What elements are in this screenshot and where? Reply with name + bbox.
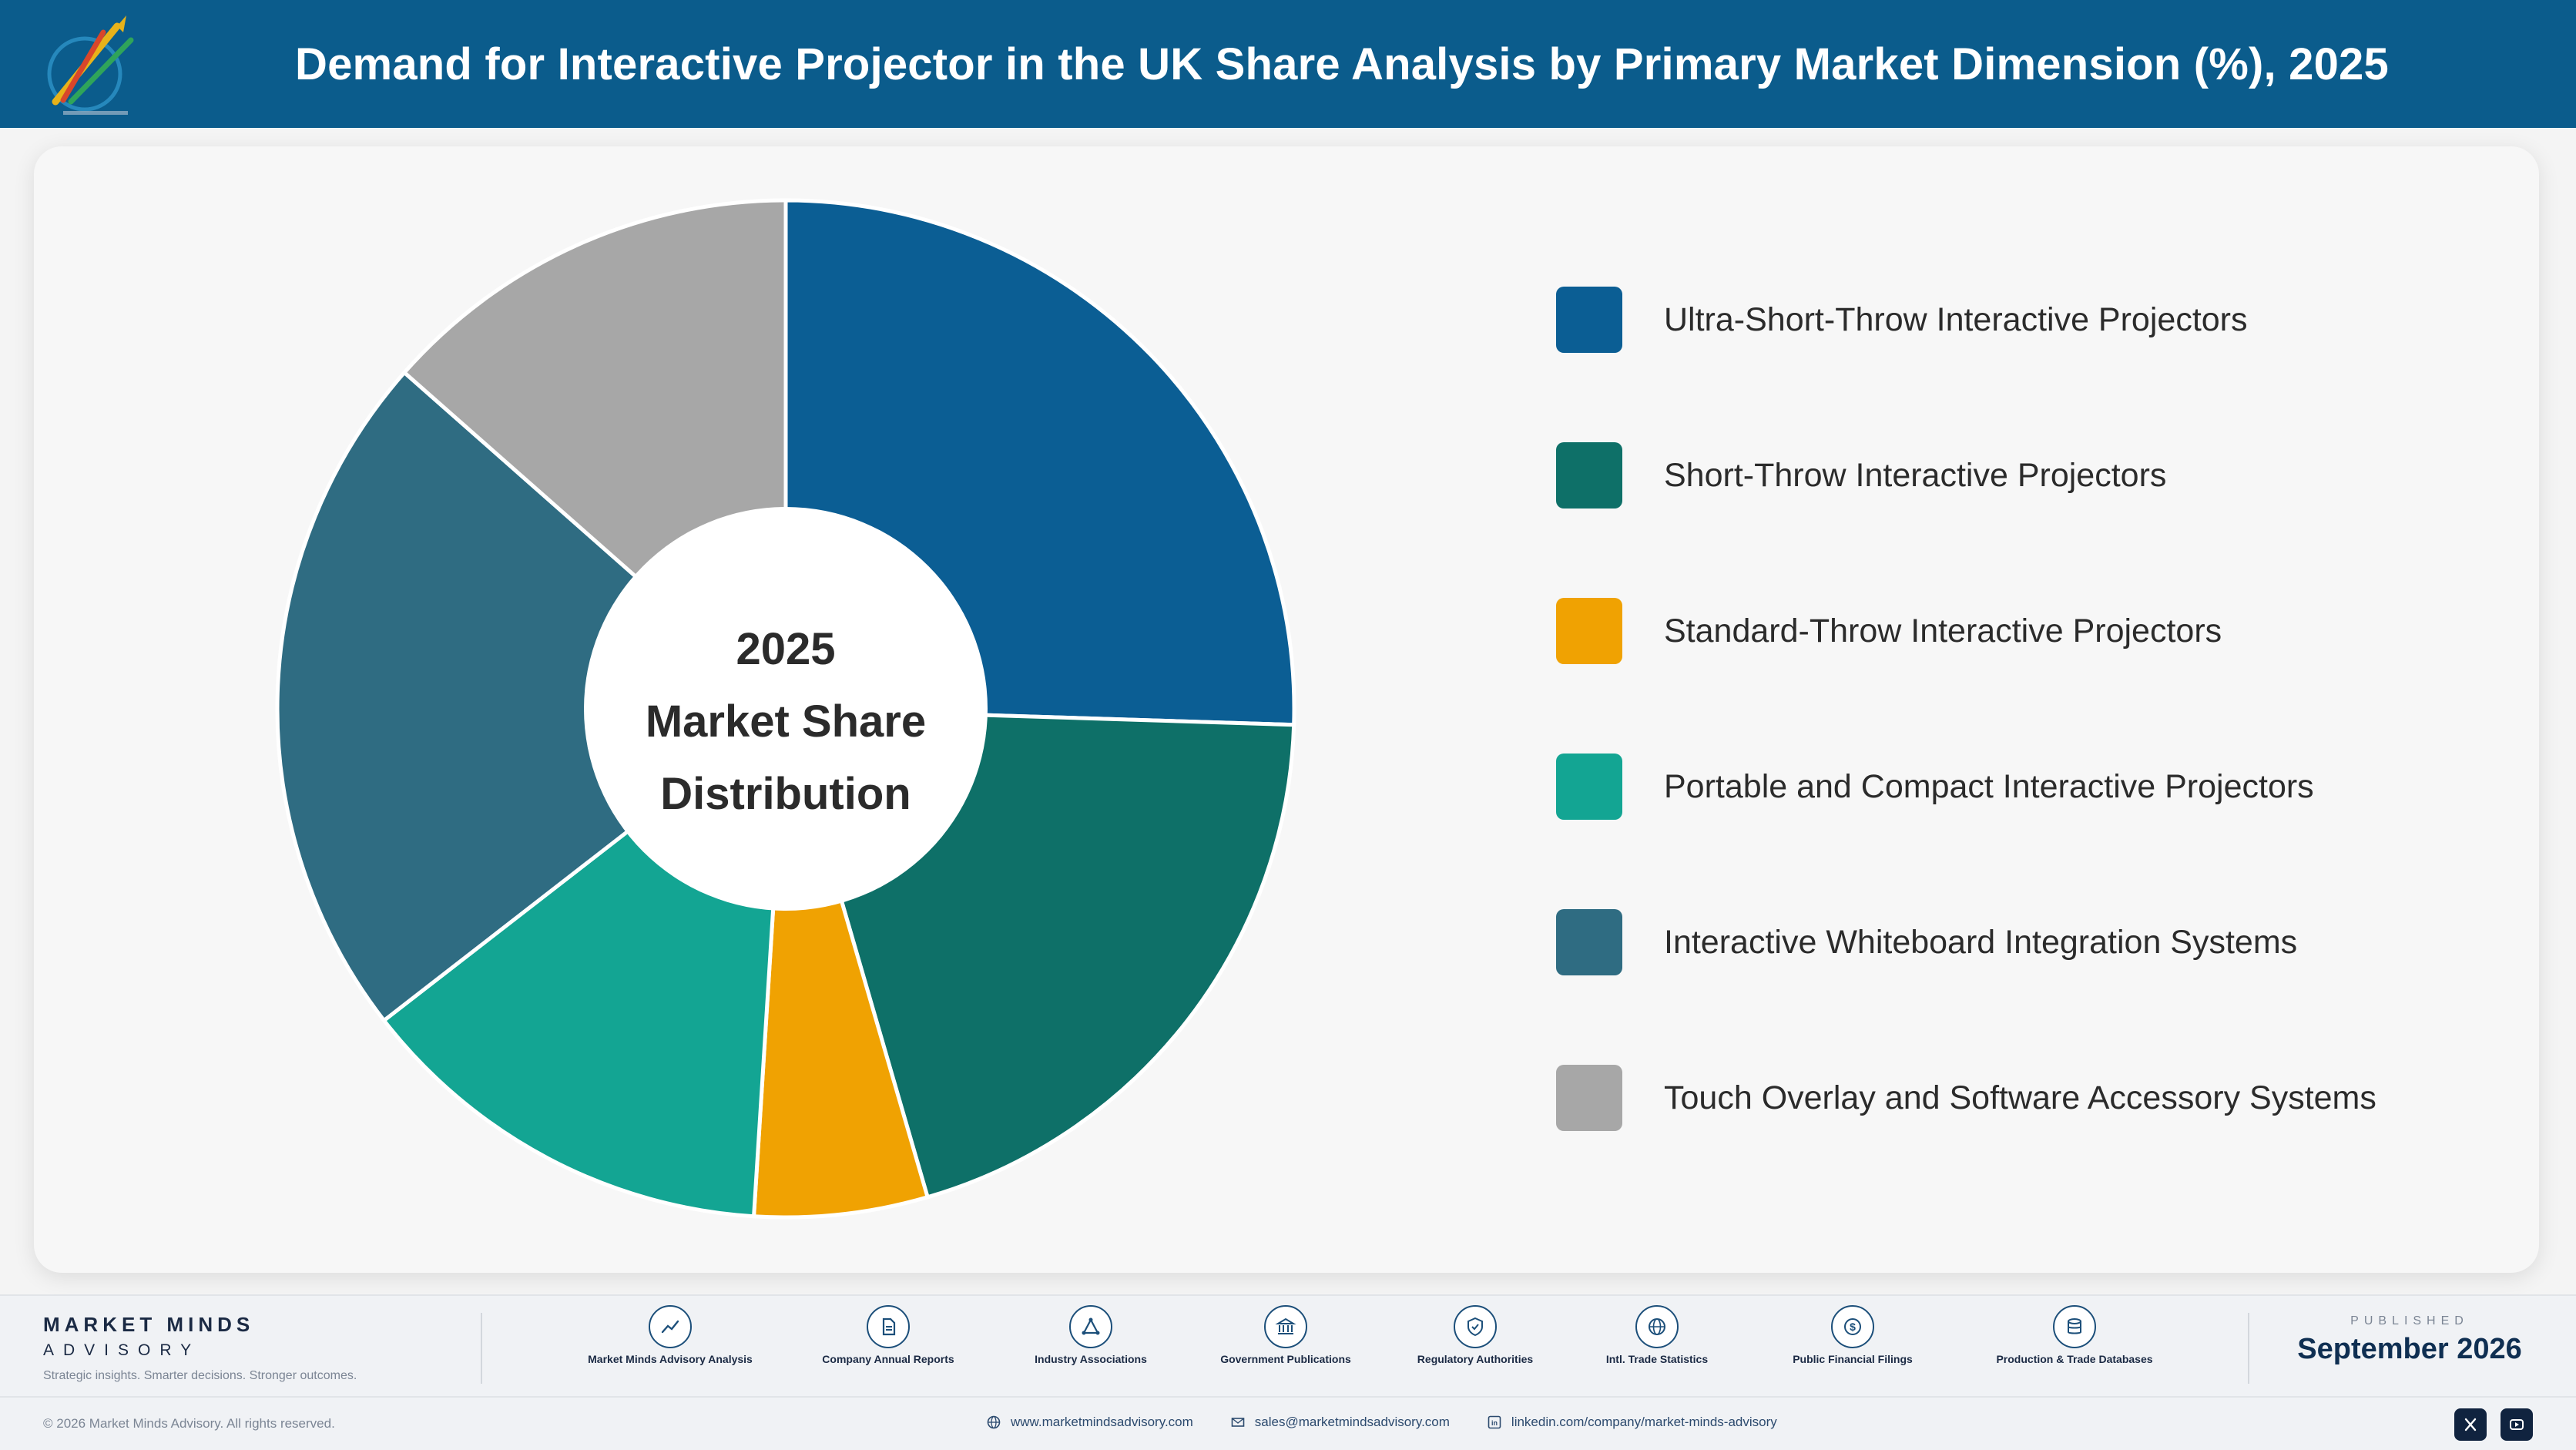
legend-swatch bbox=[1556, 442, 1622, 509]
legend-label: Short-Throw Interactive Projectors bbox=[1664, 456, 2167, 494]
email-link[interactable]: sales@marketmindsadvisory.com bbox=[1230, 1415, 1450, 1430]
footer-divider bbox=[2248, 1313, 2249, 1384]
legend-label: Interactive Whiteboard Integration Syste… bbox=[1664, 923, 2298, 961]
linkedin-icon: in bbox=[1488, 1415, 1501, 1429]
x-logo-icon bbox=[2464, 1418, 2477, 1432]
brand-logo bbox=[40, 9, 149, 122]
source-item: Market Minds Advisory Analysis bbox=[585, 1305, 755, 1366]
legend-swatch bbox=[1556, 1065, 1622, 1131]
legend-swatch bbox=[1556, 598, 1622, 664]
svg-text:in: in bbox=[1491, 1419, 1498, 1427]
footer-divider bbox=[481, 1313, 482, 1384]
shield-check-icon bbox=[1454, 1305, 1497, 1348]
header-bar: Demand for Interactive Projector in the … bbox=[0, 0, 2576, 128]
center-label-line2: Market Share bbox=[646, 696, 926, 747]
donut-hole bbox=[584, 507, 988, 911]
trend-chart-icon bbox=[649, 1305, 692, 1348]
social-buttons bbox=[2454, 1408, 2533, 1441]
center-label-line3: Distribution bbox=[660, 769, 911, 819]
youtube-social-button[interactable] bbox=[2501, 1408, 2533, 1441]
legend-label: Standard-Throw Interactive Projectors bbox=[1664, 612, 2222, 649]
email-text: sales@marketmindsadvisory.com bbox=[1254, 1415, 1450, 1429]
source-item: $ Public Financial Filings bbox=[1768, 1305, 1937, 1366]
government-building-icon bbox=[1264, 1305, 1307, 1348]
source-item: Regulatory Authorities bbox=[1390, 1305, 1560, 1366]
source-label: Intl. Trade Statistics bbox=[1605, 1353, 1709, 1365]
source-label: Company Annual Reports bbox=[822, 1353, 954, 1365]
svg-text:$: $ bbox=[1850, 1321, 1856, 1333]
source-label: Public Financial Filings bbox=[1793, 1353, 1913, 1365]
linkedin-link[interactable]: in linkedin.com/company/market-minds-adv… bbox=[1487, 1415, 1777, 1430]
source-item: Intl. Trade Statistics bbox=[1572, 1305, 1742, 1366]
legend-item: Interactive Whiteboard Integration Syste… bbox=[1556, 909, 2297, 975]
document-icon bbox=[867, 1305, 910, 1348]
brand-name: MARKET MINDS bbox=[43, 1313, 255, 1336]
x-social-button[interactable] bbox=[2454, 1408, 2487, 1441]
network-icon bbox=[1069, 1305, 1112, 1348]
globe-icon bbox=[987, 1415, 1001, 1429]
source-item: Government Publications bbox=[1201, 1305, 1370, 1366]
brand-tagline: Strategic insights. Smarter decisions. S… bbox=[43, 1369, 357, 1382]
published-label: PUBLISHED bbox=[2350, 1314, 2469, 1327]
legend-label: Touch Overlay and Software Accessory Sys… bbox=[1664, 1079, 2376, 1116]
published-date: September 2026 bbox=[2297, 1333, 2522, 1365]
linkedin-text: linkedin.com/company/market-minds-adviso… bbox=[1511, 1415, 1777, 1429]
pie-slice-5 bbox=[275, 370, 789, 1024]
legend-swatch bbox=[1556, 754, 1622, 820]
contact-links: www.marketmindsadvisory.com sales@market… bbox=[986, 1415, 1777, 1430]
donut-chart: 2025 Market Share Distribution bbox=[275, 200, 1294, 1218]
website-link[interactable]: www.marketmindsadvisory.com bbox=[986, 1415, 1193, 1430]
source-label: Production & Trade Databases bbox=[1996, 1353, 2153, 1365]
source-label: Industry Associations bbox=[1035, 1353, 1147, 1365]
source-label: Market Minds Advisory Analysis bbox=[588, 1353, 753, 1365]
source-label: Regulatory Authorities bbox=[1417, 1353, 1534, 1365]
youtube-icon bbox=[2510, 1419, 2524, 1430]
dollar-coin-icon: $ bbox=[1831, 1305, 1874, 1348]
source-item: Industry Associations bbox=[1006, 1305, 1176, 1366]
footer-bottom-bar: © 2026 Market Minds Advisory. All rights… bbox=[0, 1396, 2576, 1450]
legend-item: Ultra-Short-Throw Interactive Projectors bbox=[1556, 287, 2248, 353]
page-title: Demand for Interactive Projector in the … bbox=[295, 39, 2389, 89]
copyright-text: © 2026 Market Minds Advisory. All rights… bbox=[43, 1416, 335, 1431]
legend-item: Touch Overlay and Software Accessory Sys… bbox=[1556, 1065, 2376, 1131]
footer: MARKET MINDS ADVISORY Strategic insights… bbox=[0, 1294, 2576, 1450]
legend-label: Portable and Compact Interactive Project… bbox=[1664, 767, 2314, 805]
legend-label: Ultra-Short-Throw Interactive Projectors bbox=[1664, 300, 2248, 338]
database-icon bbox=[2053, 1305, 2096, 1348]
footer-brand: MARKET MINDS ADVISORY Strategic insights… bbox=[43, 1313, 357, 1383]
mail-icon bbox=[1231, 1418, 1245, 1427]
source-label: Government Publications bbox=[1220, 1353, 1351, 1365]
source-item: Company Annual Reports bbox=[803, 1305, 973, 1366]
legend-swatch bbox=[1556, 287, 1622, 353]
source-item: Production & Trade Databases bbox=[1990, 1305, 2159, 1366]
center-label-year: 2025 bbox=[736, 624, 835, 674]
legend-swatch bbox=[1556, 909, 1622, 975]
published-block: PUBLISHED September 2026 bbox=[2286, 1314, 2533, 1366]
legend-item: Standard-Throw Interactive Projectors bbox=[1556, 598, 2222, 664]
legend-item: Portable and Compact Interactive Project… bbox=[1556, 754, 2314, 820]
website-text: www.marketmindsadvisory.com bbox=[1011, 1415, 1193, 1429]
brand-subtitle: ADVISORY bbox=[43, 1341, 201, 1359]
source-list: Market Minds Advisory Analysis Company A… bbox=[585, 1305, 2203, 1398]
globe-icon bbox=[1635, 1305, 1679, 1348]
legend-item: Short-Throw Interactive Projectors bbox=[1556, 442, 2166, 509]
